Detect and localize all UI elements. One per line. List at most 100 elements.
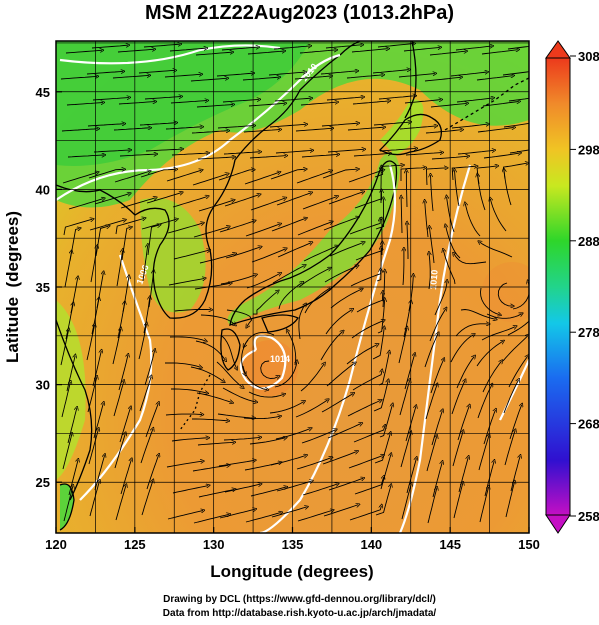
streamline: [297, 510, 332, 522]
streamline: [171, 388, 207, 393]
streamline: [93, 150, 130, 153]
streamline: [505, 482, 515, 518]
streamline: [196, 105, 233, 108]
streamline: [119, 408, 131, 443]
streamline: [142, 245, 148, 282]
streamline: [275, 150, 312, 154]
streamline: [373, 381, 388, 412]
streamline: [171, 153, 208, 156]
streamline: [476, 341, 503, 367]
streamline: [456, 357, 474, 389]
streamline: [220, 275, 256, 285]
streamline: [275, 429, 310, 440]
streamline: [458, 457, 468, 493]
streamline: [140, 169, 176, 178]
streamline: [114, 434, 125, 469]
streamline: [507, 45, 529, 50]
streamline: [224, 195, 259, 207]
streamline: [271, 507, 307, 518]
streamline: [218, 460, 255, 467]
streamline: [249, 438, 285, 445]
colorbar-tick-label: 278: [578, 325, 599, 340]
streamline: [278, 283, 302, 310]
streamline: [457, 406, 469, 441]
streamline: [504, 170, 512, 206]
streamline: [120, 198, 156, 209]
streamline: [194, 283, 231, 290]
streamline: [274, 98, 311, 102]
streamline: [112, 75, 149, 79]
streamline: [67, 408, 77, 444]
streamline: [120, 460, 131, 495]
streamline: [398, 74, 435, 78]
streamline: [173, 250, 209, 260]
streamline: [190, 366, 224, 382]
streamline: [148, 271, 154, 308]
streamline: [119, 154, 156, 156]
streamline: [303, 246, 337, 262]
y-tick-label: 25: [36, 475, 50, 490]
streamline: [164, 362, 201, 367]
streamline: [399, 380, 410, 416]
streamline: [451, 166, 476, 181]
streamline: [430, 359, 444, 394]
streamline: [297, 222, 332, 236]
streamline: [429, 253, 430, 290]
streamline: [486, 314, 522, 319]
streamline: [138, 324, 147, 360]
colorbar-max-triangle: [545, 40, 571, 59]
streamline: [112, 329, 121, 365]
streamline: [321, 123, 358, 127]
streamline: [403, 47, 440, 52]
streamline: [171, 438, 208, 442]
streamline: [248, 103, 285, 107]
streamline: [193, 227, 229, 238]
streamline: [145, 149, 182, 152]
streamline: [225, 247, 260, 259]
streamline: [320, 71, 357, 75]
streamline: [144, 350, 155, 386]
streamline: [242, 365, 267, 390]
streamline: [113, 128, 150, 131]
streamline: [352, 371, 382, 391]
streamline: [404, 354, 415, 390]
streamline: [400, 432, 411, 468]
streamline: [91, 45, 128, 49]
streamline: [252, 291, 278, 315]
streamlines: [60, 44, 529, 524]
streamline: [431, 411, 442, 446]
streamline: [401, 197, 402, 234]
streamline: [219, 509, 255, 519]
streamline: [328, 192, 363, 205]
streamline: [507, 320, 529, 336]
streamline: [456, 98, 493, 103]
streamline: [271, 218, 306, 232]
streamline: [399, 126, 436, 130]
streamline: [403, 302, 411, 338]
streamline: [250, 198, 285, 211]
streamline: [223, 152, 260, 155]
streamline: [66, 356, 75, 392]
streamline: [326, 363, 355, 387]
streamline: [269, 124, 306, 128]
streamline: [270, 456, 306, 466]
streamline: [113, 381, 124, 417]
streamline: [92, 98, 129, 101]
streamline: [375, 485, 391, 516]
streamline: [273, 46, 310, 50]
streamline: [86, 71, 123, 75]
colorbar-scale: [545, 57, 571, 516]
streamline: [502, 335, 528, 362]
streamline: [88, 429, 98, 465]
streamline: [219, 221, 254, 233]
streamline: [269, 402, 304, 414]
streamline: [424, 334, 438, 368]
x-tick-label: 145: [439, 537, 461, 552]
streamline: [451, 124, 488, 129]
streamline: [86, 325, 95, 361]
streamline: [144, 97, 181, 100]
streamline: [87, 124, 124, 127]
streamline: [510, 456, 520, 492]
streamline: [217, 413, 254, 418]
streamline: [455, 170, 460, 207]
